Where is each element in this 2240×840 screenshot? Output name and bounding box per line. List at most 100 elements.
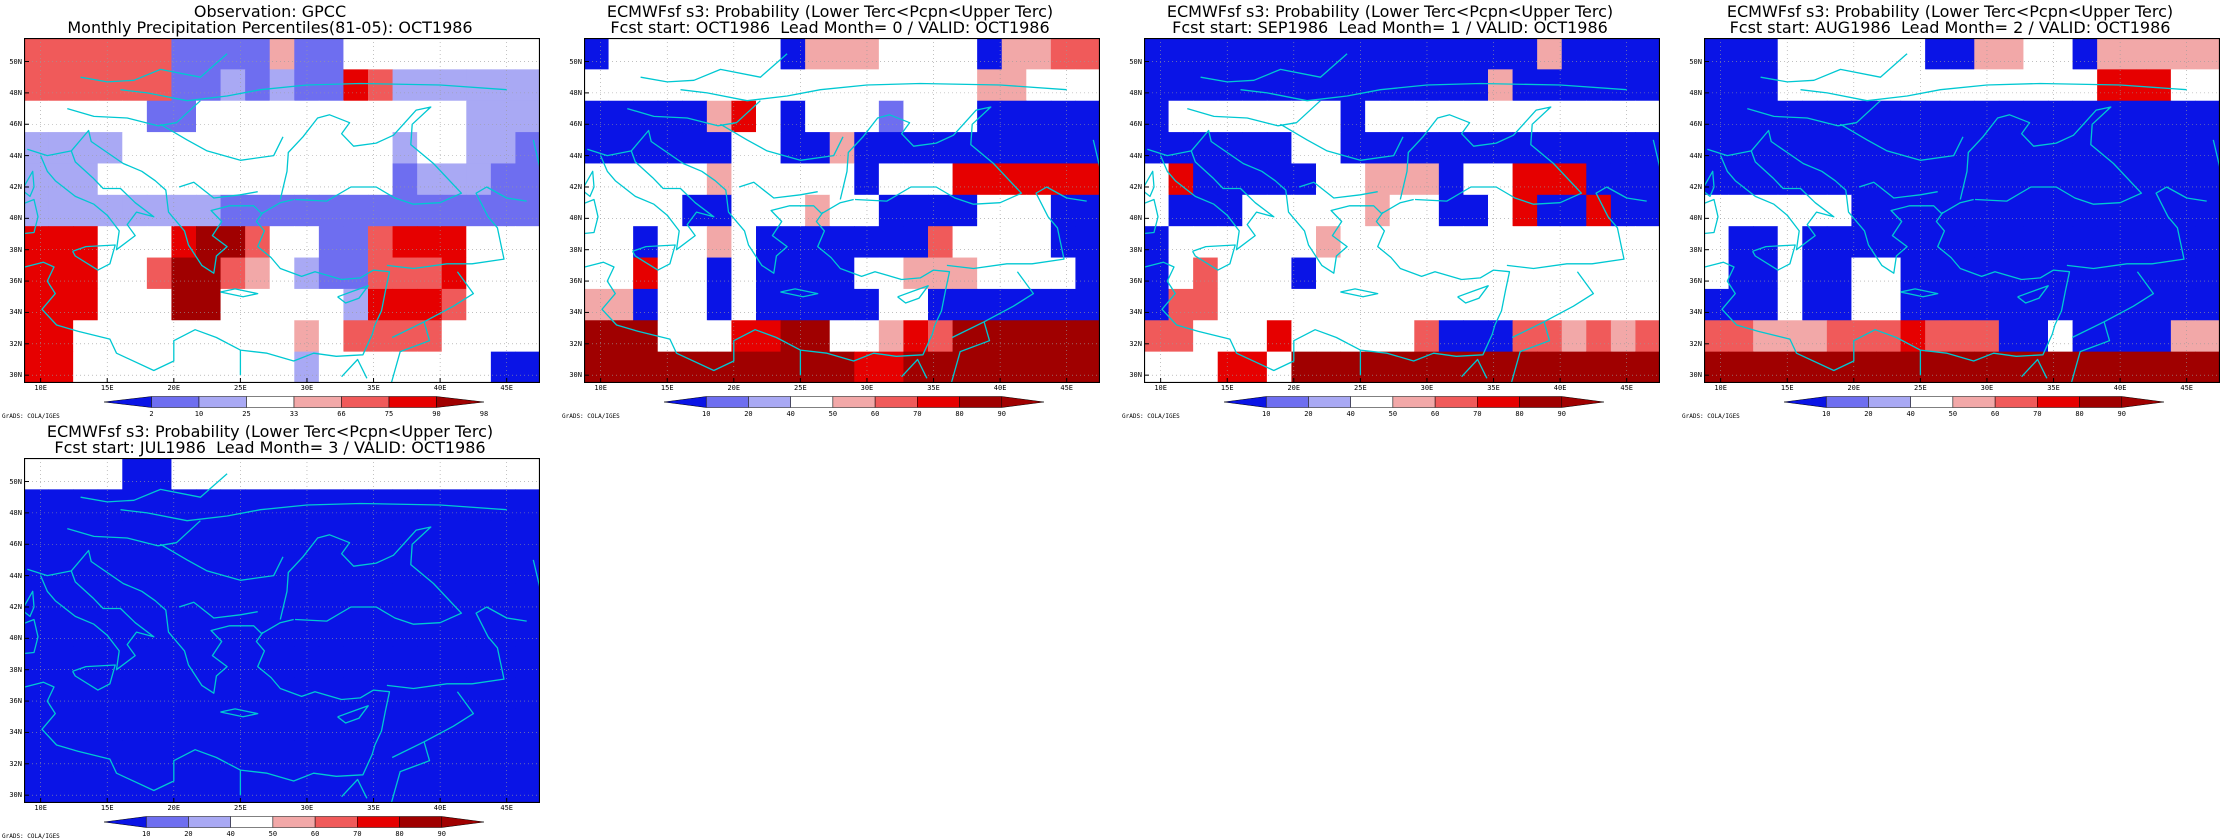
shaded-grid-cell	[805, 163, 831, 196]
shaded-grid-cell	[245, 100, 271, 133]
shaded-grid-cell	[1998, 226, 2024, 259]
shaded-grid-cell	[24, 257, 50, 290]
shaded-grid-cell	[97, 458, 123, 490]
shaded-grid-cell	[952, 351, 978, 383]
shaded-grid-cell	[2048, 194, 2074, 227]
shaded-grid-cell	[903, 288, 929, 321]
shaded-grid-cell	[1704, 288, 1730, 321]
color-scale-label: 98	[479, 410, 489, 418]
shaded-grid-cell	[1876, 163, 1902, 196]
shaded-grid-cell	[1753, 351, 1779, 383]
shaded-grid-cell	[2170, 320, 2196, 353]
map-panel-lead0: ECMWFsf s3: Probability (Lower Terc<Pcpn…	[560, 0, 1100, 420]
shaded-grid-cell	[780, 351, 806, 383]
shaded-grid-cell	[515, 740, 540, 773]
shaded-grid-cell	[1802, 257, 1828, 290]
shaded-grid-cell	[2023, 288, 2049, 321]
shaded-grid-cell	[2097, 38, 2123, 70]
color-scale-swatch	[1784, 396, 1827, 408]
shaded-grid-cell	[1826, 226, 1852, 259]
grads-credit: GrADS: COLA/IGES	[1122, 413, 1180, 420]
shaded-grid-cell	[1291, 257, 1317, 290]
shaded-grid-cell	[1193, 351, 1219, 383]
y-tick-label: 38N	[1129, 245, 1142, 254]
shaded-grid-cell	[1925, 100, 1951, 133]
shaded-grid-cell	[417, 132, 443, 164]
shaded-grid-cell	[294, 320, 320, 353]
shaded-grid-cell	[608, 320, 634, 353]
shaded-grid-cell	[2195, 100, 2220, 133]
shaded-grid-cell	[1316, 132, 1342, 164]
coastline	[160, 123, 284, 161]
shaded-grid-cell	[1217, 163, 1243, 196]
coastline	[1200, 53, 1348, 83]
shaded-grid-cell	[73, 646, 99, 679]
x-tick-label: 20E	[167, 384, 181, 392]
shaded-grid-cell	[878, 132, 904, 164]
grads-credit: GrADS: COLA/IGES	[2, 833, 60, 840]
shaded-grid-cell	[1050, 194, 1076, 227]
shaded-grid-cell	[1635, 69, 1660, 102]
shaded-grid-cell	[2121, 351, 2147, 383]
shaded-grid-cell	[490, 583, 516, 616]
shaded-grid-cell	[2023, 69, 2049, 102]
color-scale-swatch	[246, 396, 295, 408]
shaded-grid-cell	[318, 226, 344, 259]
shaded-grid-cell	[633, 69, 659, 102]
shaded-grid-cell	[1826, 320, 1852, 353]
shaded-grid-cell	[1340, 132, 1366, 164]
shaded-grid-cell	[1704, 226, 1730, 259]
shaded-grid-cell	[1438, 320, 1464, 353]
shaded-grid-cell	[928, 69, 954, 102]
shaded-grid-cell	[1537, 226, 1563, 259]
shaded-grid-cell	[441, 100, 467, 133]
shaded-grid-cell	[1925, 38, 1951, 70]
x-tick-label: 25E	[1354, 384, 1367, 392]
shaded-grid-cell	[1168, 320, 1194, 353]
shaded-grid-cell	[706, 226, 732, 259]
coastline	[1187, 100, 1321, 127]
shaded-grid-cell	[515, 69, 540, 102]
shaded-grid-cell	[1704, 132, 1730, 164]
shaded-grid-cell	[490, 489, 516, 522]
shaded-grid-cell	[780, 100, 806, 133]
y-tick-label: 40N	[1129, 214, 1142, 223]
color-scale-label: 90	[432, 410, 441, 418]
y-tick-label: 44N	[1689, 151, 1702, 160]
shaded-grid-cell	[146, 677, 172, 710]
coastline	[1192, 244, 1236, 271]
shaded-grid-cell	[2170, 132, 2196, 164]
shaded-grid-cell	[294, 740, 320, 773]
shaded-grid-cell	[392, 320, 418, 353]
shaded-grid-cell	[1777, 320, 1803, 353]
coastline	[640, 53, 788, 83]
shaded-grid-cell	[2072, 226, 2098, 259]
shaded-grid-cell	[97, 740, 123, 773]
color-scale-label: 20	[1304, 410, 1313, 418]
shaded-grid-cell	[1242, 100, 1268, 133]
shaded-grid-cell	[196, 771, 222, 803]
shaded-grid-cell	[73, 552, 99, 584]
shaded-grid-cell	[245, 351, 271, 383]
shaded-grid-cell	[73, 614, 99, 647]
shaded-grid-cell	[1512, 69, 1538, 102]
shaded-grid-cell	[171, 552, 197, 584]
x-tick-label: 25E	[794, 384, 807, 392]
y-tick-label: 42N	[1689, 182, 1702, 191]
shaded-grid-cell	[1777, 132, 1803, 164]
shaded-grid-cell	[1217, 288, 1243, 321]
coastline	[901, 358, 928, 379]
shaded-grid-cell	[490, 194, 516, 227]
shaded-grid-cell	[1050, 226, 1076, 259]
shaded-grid-cell	[466, 771, 492, 803]
shaded-grid-cell	[928, 38, 954, 70]
shaded-grid-cell	[1340, 320, 1366, 353]
shaded-grid-cell	[146, 320, 172, 353]
y-tick-label: 50N	[9, 477, 22, 486]
shaded-grid-cell	[196, 38, 222, 70]
shaded-grid-cell	[2121, 132, 2147, 164]
shaded-grid-cell	[1635, 257, 1660, 290]
shaded-grid-cell	[1537, 132, 1563, 164]
shaded-grid-cell	[122, 614, 148, 647]
shaded-grid-cell	[466, 520, 492, 553]
